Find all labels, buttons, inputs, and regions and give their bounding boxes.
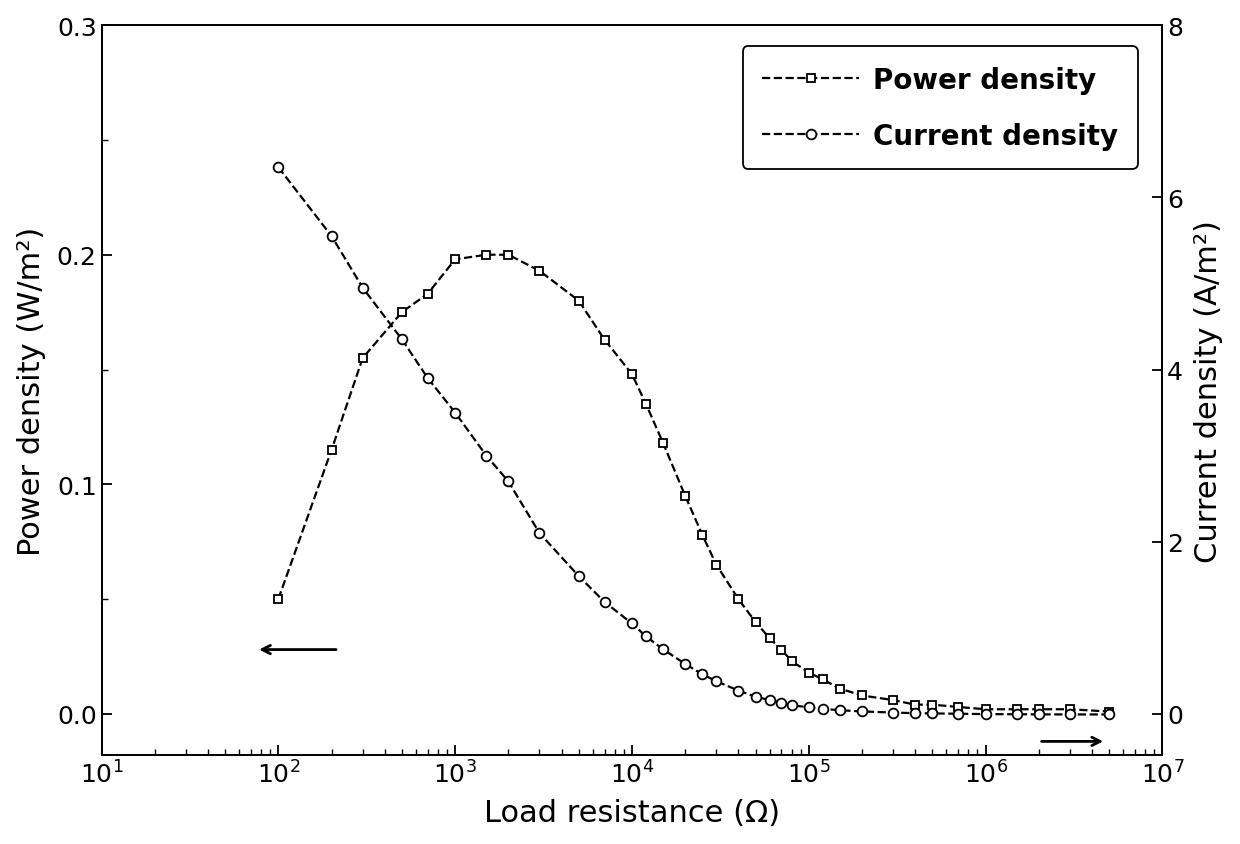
Current density — [394, 335, 409, 345]
Current density — [656, 645, 671, 655]
Legend: Power density, Current density: Power density, Current density — [743, 47, 1138, 170]
Power density — [801, 668, 816, 678]
Current density — [572, 571, 587, 582]
Current density — [625, 619, 640, 629]
X-axis label: Load resistance (Ω): Load resistance (Ω) — [484, 798, 780, 827]
Power density — [908, 700, 923, 710]
Current density — [532, 528, 547, 538]
Current density — [885, 707, 900, 717]
Power density — [1063, 705, 1078, 715]
Power density — [709, 560, 724, 570]
Power density — [816, 674, 831, 684]
Power density — [420, 289, 435, 300]
Current density — [951, 709, 966, 719]
Power density — [448, 255, 463, 265]
Current density — [1009, 709, 1024, 719]
Power density — [639, 399, 653, 409]
Power density — [501, 251, 516, 261]
Power density — [532, 267, 547, 277]
Current density — [678, 659, 693, 669]
Y-axis label: Power density (W/m²): Power density (W/m²) — [16, 226, 46, 555]
Current density — [748, 692, 763, 702]
Current density — [1032, 710, 1047, 720]
Current density — [816, 704, 831, 714]
Power density — [1101, 706, 1116, 717]
Power density — [694, 530, 709, 540]
Power density — [572, 296, 587, 306]
Power density — [978, 705, 993, 715]
Power density — [324, 446, 339, 456]
Power density — [678, 491, 693, 501]
Current density — [420, 374, 435, 384]
Current density — [324, 232, 339, 242]
Power density — [656, 438, 671, 448]
Power density — [748, 617, 763, 627]
Current density — [784, 701, 799, 711]
Current density — [1063, 710, 1078, 720]
Current density — [1101, 710, 1116, 720]
Current density — [501, 477, 516, 487]
Current density — [598, 598, 613, 608]
Current density — [978, 709, 993, 719]
Power density — [763, 633, 777, 643]
Current density — [763, 695, 777, 706]
Power density — [885, 695, 900, 706]
Line: Current density: Current density — [274, 163, 1114, 719]
Current density — [730, 685, 745, 695]
Power density — [774, 645, 789, 655]
Power density — [479, 251, 494, 261]
Current density — [694, 669, 709, 679]
Power density — [598, 335, 613, 345]
Power density — [1032, 705, 1047, 715]
Power density — [832, 684, 847, 694]
Power density — [854, 690, 869, 701]
Current density — [801, 702, 816, 712]
Power density — [925, 700, 940, 710]
Power density — [625, 370, 640, 380]
Y-axis label: Current density (A/m²): Current density (A/m²) — [1194, 219, 1224, 562]
Line: Power density: Power density — [274, 252, 1114, 716]
Current density — [908, 708, 923, 718]
Current density — [639, 631, 653, 641]
Current density — [774, 698, 789, 708]
Current density — [270, 163, 285, 173]
Power density — [784, 656, 799, 666]
Current density — [854, 706, 869, 717]
Power density — [951, 702, 966, 712]
Power density — [270, 594, 285, 604]
Power density — [355, 354, 370, 364]
Current density — [448, 408, 463, 418]
Power density — [1009, 705, 1024, 715]
Current density — [355, 284, 370, 294]
Power density — [730, 594, 745, 604]
Current density — [479, 451, 494, 461]
Current density — [925, 708, 940, 718]
Current density — [832, 706, 847, 716]
Current density — [709, 676, 724, 686]
Power density — [394, 308, 409, 318]
